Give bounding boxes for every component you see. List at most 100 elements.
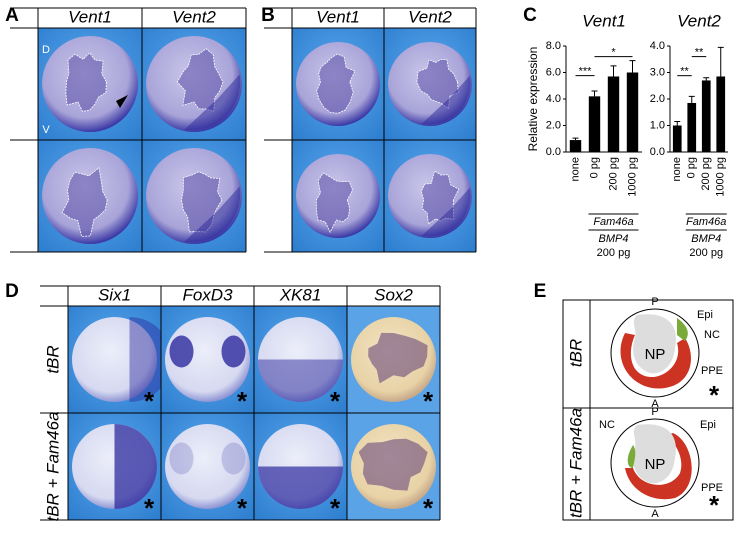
axis-label: V	[42, 124, 50, 136]
group-label: Fam46a	[686, 216, 726, 228]
row-label: Fam46a	[267, 53, 286, 115]
neural-crest	[627, 445, 636, 468]
stain	[177, 48, 223, 112]
marker: *	[423, 386, 434, 416]
stain-outline	[315, 172, 354, 233]
region-label: Epi	[700, 419, 716, 431]
region-label: Epi	[697, 309, 713, 321]
ppe	[625, 433, 692, 500]
y-tick-label: 4.0	[650, 40, 665, 52]
stain-dark	[184, 74, 241, 131]
x-tick-label: 1000 pg	[626, 157, 638, 197]
stain	[316, 54, 355, 114]
stain	[258, 466, 343, 509]
row-label: tBR + Fam46a	[566, 408, 585, 518]
panel-letter: A	[5, 5, 19, 26]
panel-letter: B	[261, 5, 275, 26]
stain	[169, 335, 194, 368]
bar	[588, 96, 601, 152]
marker: *	[330, 386, 341, 416]
region-label: NC	[704, 329, 720, 341]
chart-title: Vent2	[677, 11, 721, 30]
error-bar	[688, 95, 695, 103]
y-tick-label: 2.0	[546, 119, 561, 131]
bar	[569, 140, 582, 152]
error-bar	[674, 121, 681, 126]
stain	[169, 442, 194, 475]
marker: *	[237, 386, 248, 416]
marker: *	[709, 490, 720, 520]
sig-label: **	[695, 47, 704, 59]
y-axis-label: Relative expression	[526, 47, 540, 152]
arrowhead	[116, 95, 128, 108]
error-bar	[572, 137, 579, 141]
bar	[701, 80, 711, 152]
stain	[114, 424, 157, 509]
bar	[626, 72, 639, 152]
panel-letter: E	[534, 281, 547, 302]
marker: *	[423, 493, 434, 523]
group-label: 200 pg	[689, 247, 723, 259]
stain	[62, 167, 108, 237]
x-tick-label: 200 pg	[700, 157, 712, 191]
bar	[672, 125, 682, 152]
x-tick-label: 1000 pg	[715, 157, 727, 197]
stain-dark	[184, 186, 241, 243]
x-tick-label: 0 pg	[588, 157, 600, 178]
ppe	[620, 333, 691, 389]
stain-dark	[421, 75, 471, 125]
row-label: Fam46a MO	[267, 149, 286, 243]
region-label: PPE	[701, 482, 723, 494]
stain	[358, 438, 428, 491]
bar	[716, 76, 726, 152]
column-header: Vent1	[68, 7, 112, 26]
column-header: Six1	[98, 285, 131, 304]
error-bar	[703, 77, 710, 81]
sig-label: **	[680, 66, 689, 78]
region-label: NC	[599, 419, 615, 431]
stain	[316, 172, 353, 233]
panel-letter: D	[5, 281, 19, 302]
row-label: tBR + Fam46a	[43, 411, 62, 521]
marker: *	[144, 386, 155, 416]
y-tick-label: 2.0	[650, 93, 665, 105]
embryo	[72, 317, 157, 402]
axis-label: D	[42, 44, 50, 56]
column-header: FoxD3	[182, 285, 233, 304]
stain-outline	[61, 167, 108, 237]
sig-label: ***	[579, 66, 593, 78]
bar	[607, 76, 620, 152]
group-label: BMP4	[599, 233, 629, 245]
stain-dark	[421, 187, 471, 237]
panel-border	[562, 299, 734, 521]
pole-label: A	[651, 508, 659, 520]
neural-plate	[633, 424, 676, 484]
stain	[221, 335, 246, 368]
marker: *	[330, 493, 341, 523]
marker: *	[237, 493, 248, 523]
group-label: 200 pg	[597, 247, 631, 259]
x-tick-label: none	[569, 157, 581, 181]
group-label: Fam46a	[593, 216, 633, 228]
panel-letter: C	[523, 5, 537, 26]
y-tick-label: 3.0	[650, 66, 665, 78]
x-tick-label: 200 pg	[607, 157, 619, 191]
column-header: XK81	[279, 285, 322, 304]
column-header: Vent2	[408, 7, 452, 26]
x-tick-label: none	[671, 157, 683, 181]
stain	[258, 359, 343, 402]
x-tick-label: 0 pg	[686, 157, 698, 178]
region-label: PPE	[701, 365, 723, 377]
y-tick-label: 4.0	[546, 93, 561, 105]
bar	[687, 102, 697, 152]
group-label: BMP4	[691, 233, 721, 245]
y-tick-label: 1.0	[650, 119, 665, 131]
region-label: NP	[645, 456, 666, 473]
error-bar	[610, 65, 617, 77]
stain	[368, 332, 428, 384]
neural-plate	[633, 314, 676, 374]
marker: *	[144, 493, 155, 523]
y-tick-label: 6.0	[546, 66, 561, 78]
